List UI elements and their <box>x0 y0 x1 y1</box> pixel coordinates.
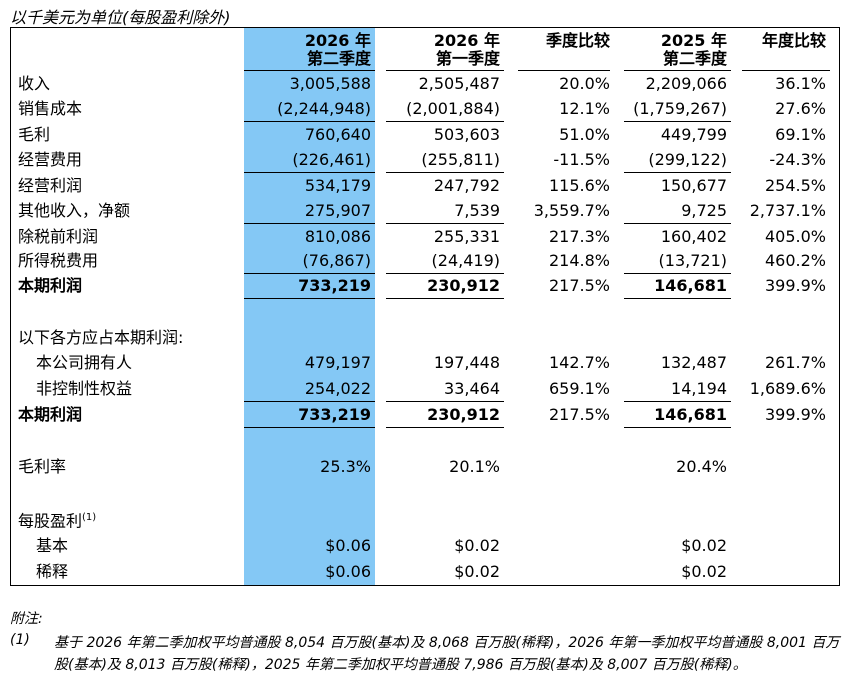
header-rule <box>742 70 830 71</box>
eps-heading-label: 每股盈利 <box>18 511 83 531</box>
row-rule <box>244 223 375 224</box>
row-rule <box>244 273 375 274</box>
current-quarter-highlight <box>244 28 375 585</box>
row-rule <box>624 273 731 274</box>
row-rule <box>624 401 731 402</box>
row-rule <box>386 172 504 173</box>
row-rule <box>624 223 731 224</box>
row-rule <box>386 273 504 274</box>
header-col2-line1: 2026 年 <box>433 31 500 50</box>
row-double-rule <box>386 427 504 428</box>
header-rule <box>386 70 504 71</box>
row-double-rule <box>624 427 731 428</box>
header-col4-line2: 第二季度 <box>662 49 727 68</box>
row-double-rule <box>624 298 731 299</box>
header-col1-line2: 第二季度 <box>306 49 371 68</box>
row-rule <box>386 121 504 122</box>
table-caption: 以千美元为单位(每股盈利除外) <box>10 8 231 27</box>
row-rule <box>244 172 375 173</box>
note-text: 基于 2026 年第二季加权平均普通股 8,054 百万股(基本)及 8,068… <box>54 635 840 673</box>
header-col4-line1: 2025 年 <box>660 31 727 50</box>
header-col2-line2: 第一季度 <box>435 49 500 68</box>
row-rule <box>244 401 375 402</box>
row-rule <box>386 223 504 224</box>
header-rule <box>624 70 731 71</box>
note-number: (1) <box>10 632 30 648</box>
header-col1-line1: 2026 年 <box>304 31 371 50</box>
footnote-marker: (1) <box>82 512 97 523</box>
row-double-rule <box>386 298 504 299</box>
row-rule <box>624 121 731 122</box>
row-double-rule <box>244 427 375 428</box>
header-rule <box>518 70 610 71</box>
row-rule <box>386 401 504 402</box>
row-rule <box>624 172 731 173</box>
row-rule <box>244 121 375 122</box>
notes-title: 附注: <box>10 611 43 627</box>
header-col5: 年度比较 <box>761 31 826 50</box>
header-rule <box>244 70 375 71</box>
table-frame <box>10 27 840 586</box>
attributable-heading: 以下各方应占本期利润: <box>18 328 184 347</box>
row-double-rule <box>244 298 375 299</box>
header-col3: 季度比较 <box>545 31 610 50</box>
eps-heading: 每股盈利(1) <box>18 507 96 532</box>
